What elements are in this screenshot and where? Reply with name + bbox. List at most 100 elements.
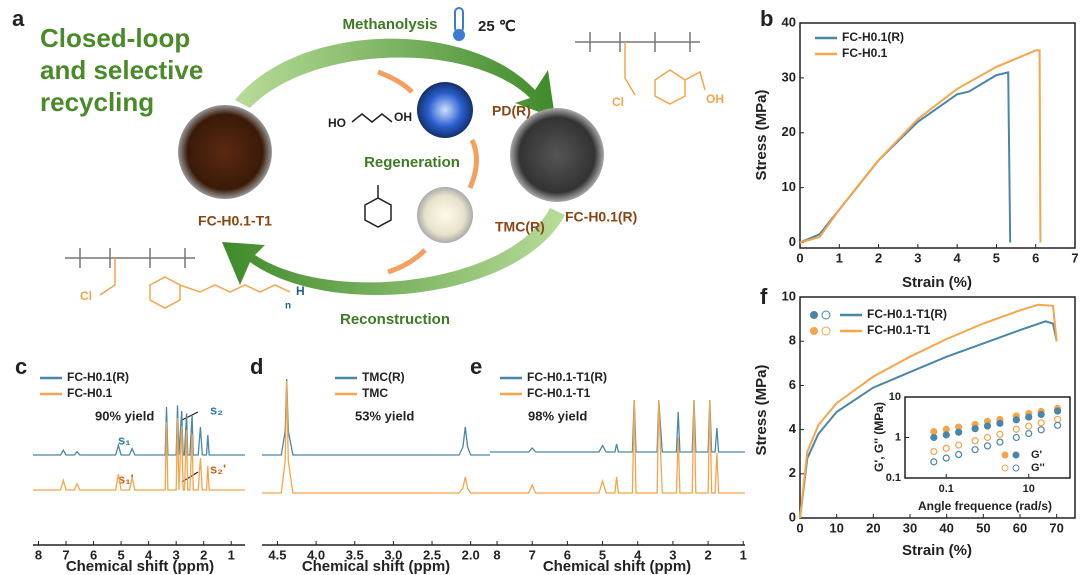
- panel-label: a: [12, 6, 25, 31]
- y-axis-label: Stress (MPa): [753, 365, 770, 456]
- annotation: 53% yield: [355, 408, 414, 423]
- x-tick-label: 0: [796, 520, 803, 535]
- x-tick-label: 3.5: [346, 547, 364, 562]
- spectrum-line: [262, 378, 490, 456]
- data-line: [799, 320, 1058, 519]
- sample-label: FC-H0.1-T1: [198, 213, 272, 229]
- legend-marker: [1001, 451, 1009, 459]
- data-point: [971, 446, 979, 454]
- pd-label: PD(R): [492, 103, 531, 119]
- small-arrows: [377, 69, 479, 275]
- x-tick-label: 4: [145, 547, 153, 562]
- x-tick-label: 7: [62, 547, 69, 562]
- bottom-structure: [65, 248, 291, 309]
- x-tick-label: 8: [493, 547, 500, 562]
- y-tick-label: 10: [782, 179, 796, 194]
- annotation: s₂: [210, 402, 223, 417]
- data-point: [1037, 419, 1045, 427]
- y-tick-label: 0.1: [886, 472, 901, 484]
- annotation: s₂': [210, 461, 226, 476]
- x-axis-label: Chemical shift (ppm): [66, 558, 214, 575]
- x-tick-label: 4: [634, 547, 642, 562]
- thermometer: [453, 7, 465, 41]
- tmc-ring: [364, 185, 392, 228]
- data-point: [983, 433, 992, 442]
- legend-marker: [821, 326, 831, 336]
- legend-label: FC-H0.1: [842, 46, 888, 60]
- x-tick-label: 50: [976, 520, 990, 535]
- x-tick-label: 5: [993, 250, 1000, 265]
- top-structure: [575, 32, 706, 105]
- data-point: [1053, 407, 1062, 415]
- x-tick-label: 70: [1049, 520, 1063, 535]
- y-tick-label: 20: [782, 124, 796, 139]
- x-tick-label: 3: [914, 250, 921, 265]
- data-point: [996, 430, 1004, 438]
- x-tick-label: 1: [740, 547, 747, 562]
- x-tick-label: 3: [669, 547, 676, 562]
- annotation: 98% yield: [528, 408, 587, 423]
- data-point: [1037, 426, 1045, 434]
- structure-label: Cl: [612, 95, 624, 109]
- spectrum-line: [490, 400, 745, 494]
- legend-label: FC-H0.1: [67, 386, 113, 400]
- title: Closed-loop and selective recycling: [40, 23, 203, 117]
- data-point: [942, 454, 950, 462]
- y-tick-label: 0: [789, 509, 796, 524]
- x-tick-label: 4: [954, 250, 962, 265]
- data-point: [930, 458, 938, 466]
- data-point: [1012, 425, 1020, 433]
- legend-label: FC-H0.1-T1(R): [867, 307, 947, 321]
- legend-label: FC-H0.1-T1(R): [527, 370, 607, 384]
- y-tick-label: 0: [789, 234, 796, 249]
- x-tick-label: 1: [836, 250, 843, 265]
- photo-left: [178, 105, 272, 199]
- data-point: [996, 419, 1004, 427]
- photo-pellets: [417, 187, 473, 243]
- data-point: [1012, 416, 1020, 424]
- x-tick-label: 2: [875, 250, 882, 265]
- x-tick-label: 7: [1071, 250, 1078, 265]
- legend-marker: [810, 311, 818, 319]
- legend-marker: [810, 327, 818, 335]
- x-tick-label: 20: [866, 520, 880, 535]
- legend-label: G'': [1031, 462, 1045, 474]
- data-point: [955, 428, 963, 436]
- data-point: [930, 447, 938, 456]
- data-point: [1025, 413, 1033, 421]
- x-tick-label: 4.0: [307, 547, 325, 562]
- y-tick-label: 8: [789, 333, 796, 348]
- diol-label: HO: [328, 116, 346, 130]
- x-tick-label: 1: [228, 547, 235, 562]
- data-point: [971, 437, 979, 445]
- sample-label: FC-H0.1(R): [565, 209, 637, 225]
- x-tick-label: 60: [1013, 520, 1027, 535]
- x-tick-label: 10: [829, 520, 843, 535]
- x-axis-label: Angle frequence (rad/s): [918, 499, 1052, 513]
- title-line: and selective: [40, 55, 203, 85]
- x-tick-label: 5: [117, 547, 124, 562]
- legend-label: FC-H0.1-T1: [527, 386, 591, 400]
- plot-frame: [799, 22, 1076, 249]
- annotation: 90% yield: [95, 408, 154, 423]
- legend-label: FC-H0.1(R): [842, 30, 904, 44]
- x-tick-label: 8: [35, 547, 42, 562]
- y-tick-label: 4: [789, 421, 797, 436]
- annotation: s₁': [118, 471, 134, 486]
- x-tick-label: 6: [90, 547, 97, 562]
- legend-label: FC-H0.1(R): [67, 370, 129, 384]
- legend-marker: [1012, 464, 1020, 472]
- spectrum-line: [262, 380, 490, 494]
- x-tick-label: 4.5: [268, 547, 286, 562]
- legend-label: G': [1031, 449, 1043, 461]
- data-point: [1025, 429, 1033, 438]
- photo-vial: [417, 82, 473, 138]
- tmc-label: TMC(R): [495, 219, 545, 235]
- x-tick-label: 6: [1032, 250, 1039, 265]
- title-line: Closed-loop: [40, 23, 190, 53]
- data-point: [930, 433, 938, 442]
- x-tick-label: 7: [529, 547, 536, 562]
- photo-right: [510, 108, 604, 202]
- structure-label: n: [285, 301, 291, 312]
